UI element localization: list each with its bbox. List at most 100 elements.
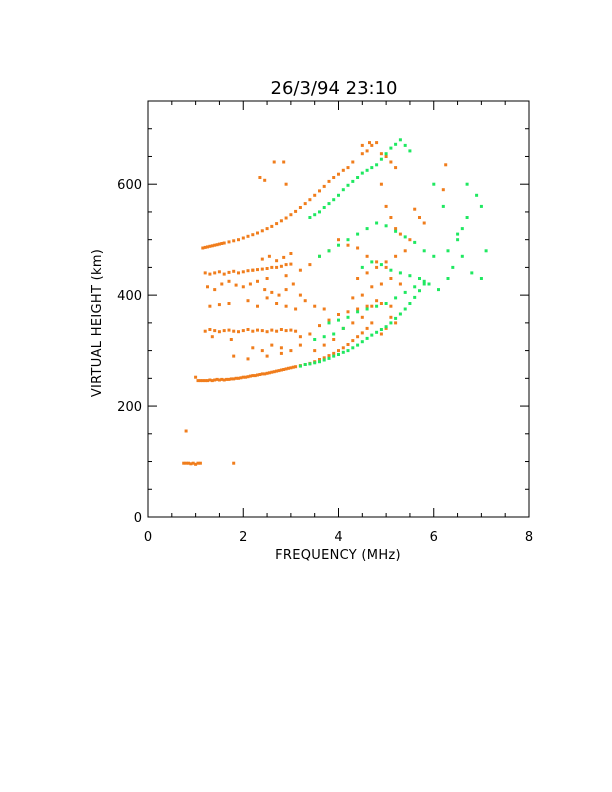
orange-data-point	[237, 238, 240, 242]
orange-data-point	[206, 245, 209, 249]
orange-data-point	[241, 375, 245, 379]
green-data-point	[384, 325, 388, 329]
green-data-point	[479, 204, 483, 208]
orange-data-point	[256, 231, 259, 235]
x-tick-label: 8	[525, 530, 533, 545]
orange-data-point	[222, 329, 226, 333]
orange-data-point	[313, 193, 317, 197]
orange-data-point	[289, 213, 293, 217]
green-data-point	[351, 346, 355, 350]
orange-data-point	[217, 378, 221, 382]
orange-data-point	[356, 335, 360, 339]
orange-data-point	[203, 245, 207, 249]
orange-data-point	[384, 204, 388, 208]
green-data-point	[365, 307, 369, 311]
green-data-point	[398, 271, 402, 275]
green-data-point	[370, 260, 374, 264]
orange-data-point	[384, 155, 388, 158]
orange-data-point	[360, 143, 364, 147]
green-data-point	[475, 193, 479, 197]
orange-data-point	[225, 377, 229, 381]
orange-data-point	[241, 329, 245, 333]
x-tick-label: 4	[334, 530, 342, 545]
orange-data-point	[241, 285, 245, 289]
orange-data-point	[313, 349, 317, 353]
x-tick-label: 2	[239, 530, 247, 545]
orange-data-point	[256, 304, 259, 308]
orange-data-point	[270, 290, 274, 294]
orange-data-point	[360, 315, 364, 319]
orange-data-point	[270, 370, 274, 374]
orange-data-point	[389, 160, 393, 164]
orange-data-point	[327, 354, 331, 358]
orange-data-point	[256, 279, 259, 283]
orange-data-point	[189, 462, 193, 466]
x-tick-label: 0	[144, 530, 152, 545]
orange-data-point	[284, 182, 288, 186]
orange-data-point	[294, 307, 298, 311]
green-data-point	[318, 360, 321, 364]
orange-data-point	[208, 304, 212, 308]
orange-data-point	[263, 372, 267, 376]
orange-data-point	[375, 265, 379, 269]
orange-data-point	[256, 373, 259, 377]
orange-data-point	[182, 461, 186, 465]
orange-data-point	[441, 188, 445, 192]
orange-data-point	[208, 328, 212, 331]
orange-data-point	[389, 277, 393, 280]
orange-data-point	[260, 329, 264, 333]
orange-data-point	[365, 254, 369, 258]
orange-data-point	[308, 332, 312, 336]
green-data-point	[365, 336, 369, 340]
green-data-point	[356, 176, 360, 179]
green-data-point	[360, 265, 364, 269]
chart-title: 26/3/94 23:10	[271, 78, 398, 99]
green-data-point	[460, 227, 464, 231]
orange-data-point	[241, 236, 245, 240]
green-data-point	[356, 343, 360, 347]
orange-data-point	[265, 354, 269, 358]
orange-data-point	[375, 260, 379, 264]
green-data-point	[394, 316, 398, 320]
orange-data-point	[389, 315, 393, 319]
green-data-point	[360, 171, 364, 175]
orange-data-point	[213, 243, 217, 247]
orange-data-point	[270, 265, 274, 269]
orange-data-point	[360, 152, 364, 156]
green-data-point	[313, 213, 317, 217]
orange-data-point	[203, 329, 207, 333]
orange-data-point	[206, 379, 209, 383]
orange-data-point	[289, 252, 293, 255]
green-data-point	[446, 277, 450, 280]
orange-data-point	[251, 233, 255, 237]
orange-data-point	[196, 379, 200, 383]
orange-data-point	[265, 277, 269, 280]
orange-data-point	[241, 270, 245, 274]
orange-data-point	[277, 293, 281, 297]
green-data-point	[384, 152, 388, 156]
orange-data-point	[275, 222, 279, 226]
orange-data-point	[351, 321, 355, 325]
green-data-point	[394, 296, 398, 300]
orange-data-point	[229, 377, 233, 381]
orange-data-point	[282, 368, 286, 371]
orange-data-point	[246, 328, 250, 331]
green-data-point	[346, 349, 350, 353]
orange-data-point	[270, 343, 274, 347]
green-data-point	[403, 143, 407, 147]
green-data-point	[460, 254, 464, 258]
green-data-point	[470, 271, 474, 275]
orange-data-point	[351, 296, 355, 300]
orange-data-point	[270, 328, 274, 332]
orange-data-point	[201, 379, 205, 383]
green-data-point	[313, 361, 317, 365]
green-data-point	[418, 277, 421, 280]
orange-data-point	[308, 198, 312, 202]
orange-data-point	[279, 368, 283, 372]
orange-data-point	[220, 242, 224, 245]
orange-data-point	[267, 371, 271, 375]
orange-data-point	[272, 370, 276, 374]
green-data-point	[365, 227, 369, 231]
orange-data-point	[263, 288, 267, 292]
green-data-point	[389, 146, 393, 150]
